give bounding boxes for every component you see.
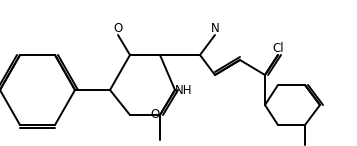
Text: Cl: Cl xyxy=(272,42,284,55)
Text: N: N xyxy=(211,22,219,35)
Text: O: O xyxy=(151,108,160,121)
Text: NH: NH xyxy=(175,84,192,97)
Text: O: O xyxy=(114,22,122,35)
